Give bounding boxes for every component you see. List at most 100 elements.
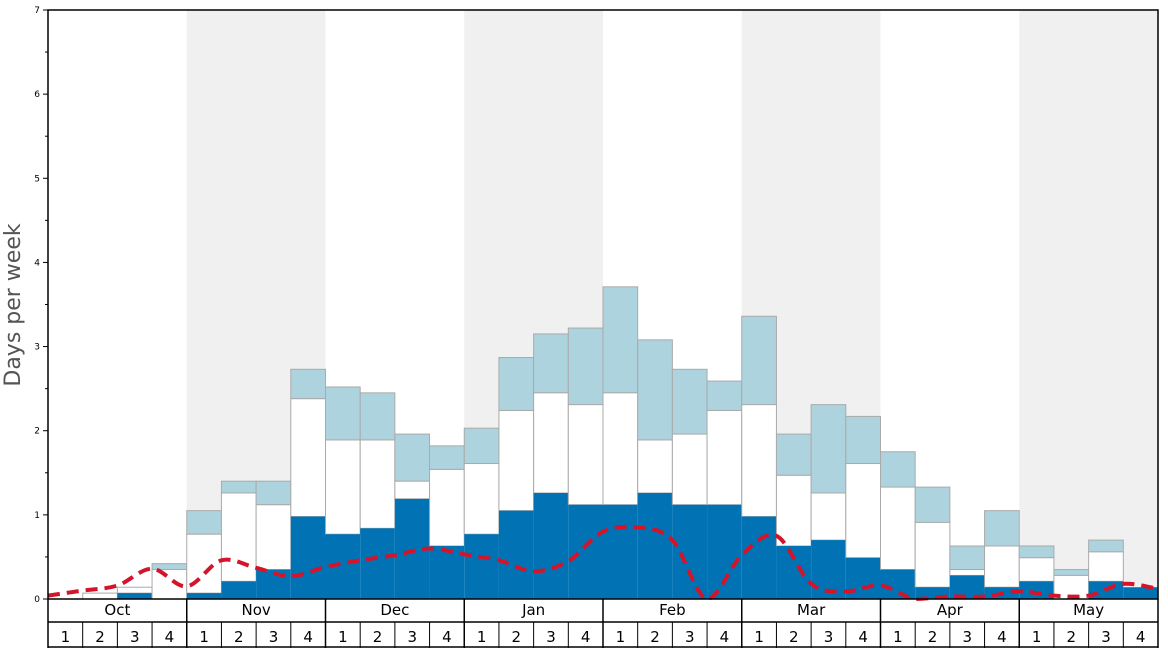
week-label: 1 xyxy=(199,628,209,646)
week-label: 1 xyxy=(754,628,764,646)
bar-dark-20 xyxy=(741,516,777,599)
bar-mid-21 xyxy=(775,474,812,547)
bar-light-16 xyxy=(602,286,639,394)
bar-light-30 xyxy=(1088,539,1124,553)
bar-light-14 xyxy=(533,333,569,394)
y-axis-label: Days per week xyxy=(1,223,26,386)
bar-mid-17 xyxy=(637,439,673,494)
bar-mid-13 xyxy=(498,410,535,512)
bar-mid-11 xyxy=(429,468,465,547)
week-label: 4 xyxy=(303,628,313,646)
bar-mid-19 xyxy=(706,410,743,506)
bar-light-27 xyxy=(984,510,1020,547)
bar-light-15 xyxy=(567,327,604,406)
month-label-oct: Oct xyxy=(104,601,130,619)
bar-dark-13 xyxy=(498,510,534,599)
bar-dark-12 xyxy=(464,534,499,599)
bar-mid-6 xyxy=(255,504,292,571)
week-label: 2 xyxy=(1067,628,1077,646)
bar-light-26 xyxy=(949,545,986,571)
bar-mid-20 xyxy=(741,404,777,518)
bar-light-3 xyxy=(151,563,188,571)
week-label: 1 xyxy=(616,628,626,646)
bar-light-17 xyxy=(637,339,673,441)
week-label: 3 xyxy=(1101,628,1111,646)
bar-mid-12 xyxy=(463,463,500,535)
y-tick-label: 3 xyxy=(34,343,40,353)
bar-light-21 xyxy=(775,433,812,476)
bar-dark-21 xyxy=(776,545,812,599)
week-label: 2 xyxy=(234,628,244,646)
y-tick-label: 5 xyxy=(34,174,40,184)
y-tick-label: 2 xyxy=(34,427,40,437)
week-label: 3 xyxy=(685,628,695,646)
bar-light-13 xyxy=(498,357,535,412)
bar-mid-22 xyxy=(810,492,847,541)
week-label: 1 xyxy=(893,628,903,646)
week-label: 4 xyxy=(442,628,452,646)
week-label: 4 xyxy=(997,628,1007,646)
bar-dark-14 xyxy=(533,492,569,599)
bar-light-23 xyxy=(845,415,881,465)
month-label-nov: Nov xyxy=(241,601,270,619)
bar-dark-24 xyxy=(880,569,916,599)
bar-light-25 xyxy=(914,486,951,523)
week-label: 3 xyxy=(130,628,140,646)
bar-dark-9 xyxy=(360,528,395,599)
bar-light-28 xyxy=(1018,545,1055,559)
bar-dark-18 xyxy=(672,504,708,599)
bar-dark-31 xyxy=(1123,587,1158,599)
bar-mid-26 xyxy=(949,569,986,576)
week-label: 3 xyxy=(407,628,417,646)
bar-dark-25 xyxy=(915,587,950,599)
bar-light-8 xyxy=(325,386,361,441)
week-label: 2 xyxy=(789,628,799,646)
bar-light-5 xyxy=(220,480,257,494)
bar-light-11 xyxy=(429,445,465,470)
week-label: 4 xyxy=(858,628,868,646)
bar-light-4 xyxy=(186,510,222,535)
bar-mid-1 xyxy=(82,592,118,600)
bar-mid-2 xyxy=(116,586,153,594)
bar-light-20 xyxy=(741,315,777,406)
month-band-may xyxy=(1019,10,1158,599)
week-label: 4 xyxy=(165,628,175,646)
month-label-dec: Dec xyxy=(380,601,409,619)
week-label: 1 xyxy=(338,628,348,646)
bar-dark-16 xyxy=(603,504,638,599)
bar-dark-7 xyxy=(290,516,326,599)
week-label: 3 xyxy=(546,628,556,646)
bar-mid-7 xyxy=(290,398,326,518)
week-label: 3 xyxy=(269,628,279,646)
bar-light-19 xyxy=(706,380,743,412)
x-axis: Oct 1 2 3 4 Nov 1 2 3 4 Dec 1 2 3 4 Jan 1 2 3 4 Feb 1 2 3 4 Mar 1 2… xyxy=(47,599,1159,648)
week-label: 3 xyxy=(824,628,834,646)
week-label: 4 xyxy=(720,628,730,646)
month-label-may: May xyxy=(1073,601,1104,619)
bar-light-12 xyxy=(463,427,500,465)
bar-mid-5 xyxy=(220,492,257,582)
bar-mid-16 xyxy=(602,392,639,506)
bar-light-9 xyxy=(359,392,396,441)
bar-dark-15 xyxy=(568,504,603,599)
y-tick-label: 0 xyxy=(34,595,40,605)
bar-light-24 xyxy=(880,451,916,488)
y-tick-label: 1 xyxy=(34,511,40,521)
week-label: 2 xyxy=(650,628,660,646)
bar-mid-9 xyxy=(359,439,396,529)
week-label: 2 xyxy=(373,628,383,646)
week-label: 4 xyxy=(1136,628,1146,646)
bar-light-29 xyxy=(1053,569,1090,576)
bar-light-7 xyxy=(290,368,326,400)
bar-light-6 xyxy=(255,480,292,506)
week-label: 3 xyxy=(962,628,972,646)
bars xyxy=(82,286,1158,600)
bar-light-22 xyxy=(810,404,847,494)
bar-dark-2 xyxy=(117,593,153,599)
bar-mid-27 xyxy=(984,545,1020,588)
y-axis: 0 1 2 3 4 5 6 7 xyxy=(34,6,48,605)
month-shading-bands xyxy=(186,10,1158,599)
bar-dark-28 xyxy=(1019,581,1054,599)
bar-dark-11 xyxy=(429,545,465,599)
